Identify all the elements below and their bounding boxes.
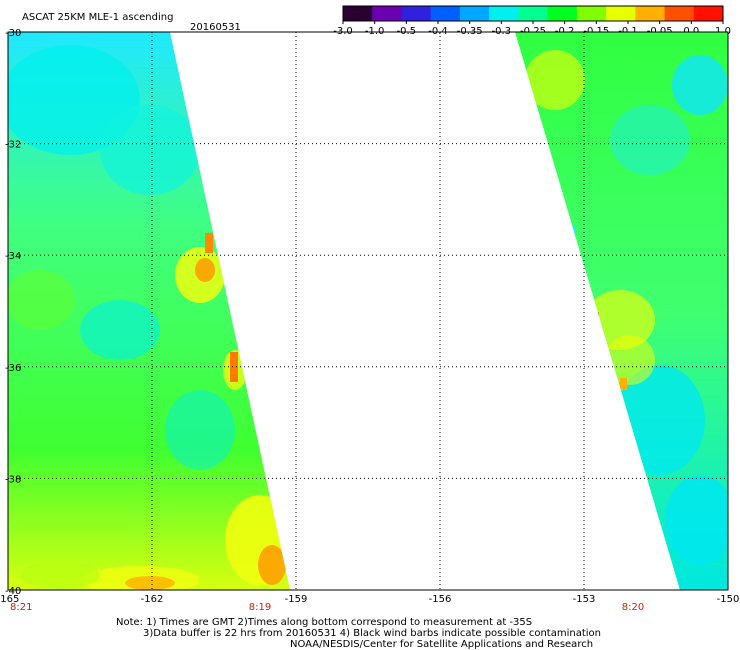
map-frame	[7, 31, 729, 591]
swath-right	[515, 32, 728, 590]
map-title: ASCAT 25KM MLE-1 ascending	[22, 12, 173, 23]
colorbar-segment	[343, 6, 373, 21]
colorbar-segment	[518, 6, 549, 21]
lat-label: -38	[5, 474, 21, 485]
lat-label: -36	[5, 363, 21, 374]
lon-label: -165	[0, 594, 19, 605]
lon-label: -153	[573, 594, 596, 605]
graticule	[8, 32, 728, 590]
map-date: 20160531	[190, 22, 241, 33]
colorbar-segment	[401, 6, 432, 21]
lon-label: -159	[285, 594, 308, 605]
swath-left	[8, 32, 290, 590]
time-label: 8:20	[622, 602, 644, 613]
lat-label: -34	[5, 251, 21, 262]
lat-label: -32	[5, 140, 21, 151]
time-label: 8:21	[10, 602, 32, 613]
note-line-3: NOAA/NESDIS/Center for Satellite Applica…	[290, 639, 593, 650]
colorbar-segment	[576, 6, 607, 21]
lon-label: -156	[429, 594, 452, 605]
note-line-1: Note: 1) Times are GMT 2)Times along bot…	[116, 617, 532, 628]
colorbar-segment	[664, 6, 695, 21]
time-label: 8:19	[249, 602, 271, 613]
colorbar-segment	[606, 6, 636, 21]
lon-label: -162	[141, 594, 164, 605]
colorbar-segment	[547, 6, 578, 21]
colorbar-segment	[489, 6, 519, 21]
note-line-2: 3)Data buffer is 22 hrs from 20160531 4)…	[143, 628, 601, 639]
lon-label: -150	[717, 594, 740, 605]
colorbar-segment	[372, 6, 402, 21]
lat-label: -30	[5, 28, 21, 39]
colorbar-segment	[635, 6, 666, 21]
axis-labels: -30 -32 -34 -36 -38 -40-165 -162 -159 -156 -153 -1…	[0, 28, 739, 613]
colorbar-segment	[430, 6, 461, 21]
colorbar-segment	[693, 6, 724, 21]
colorbar-segment	[459, 6, 490, 21]
lat-label: -40	[5, 586, 21, 597]
